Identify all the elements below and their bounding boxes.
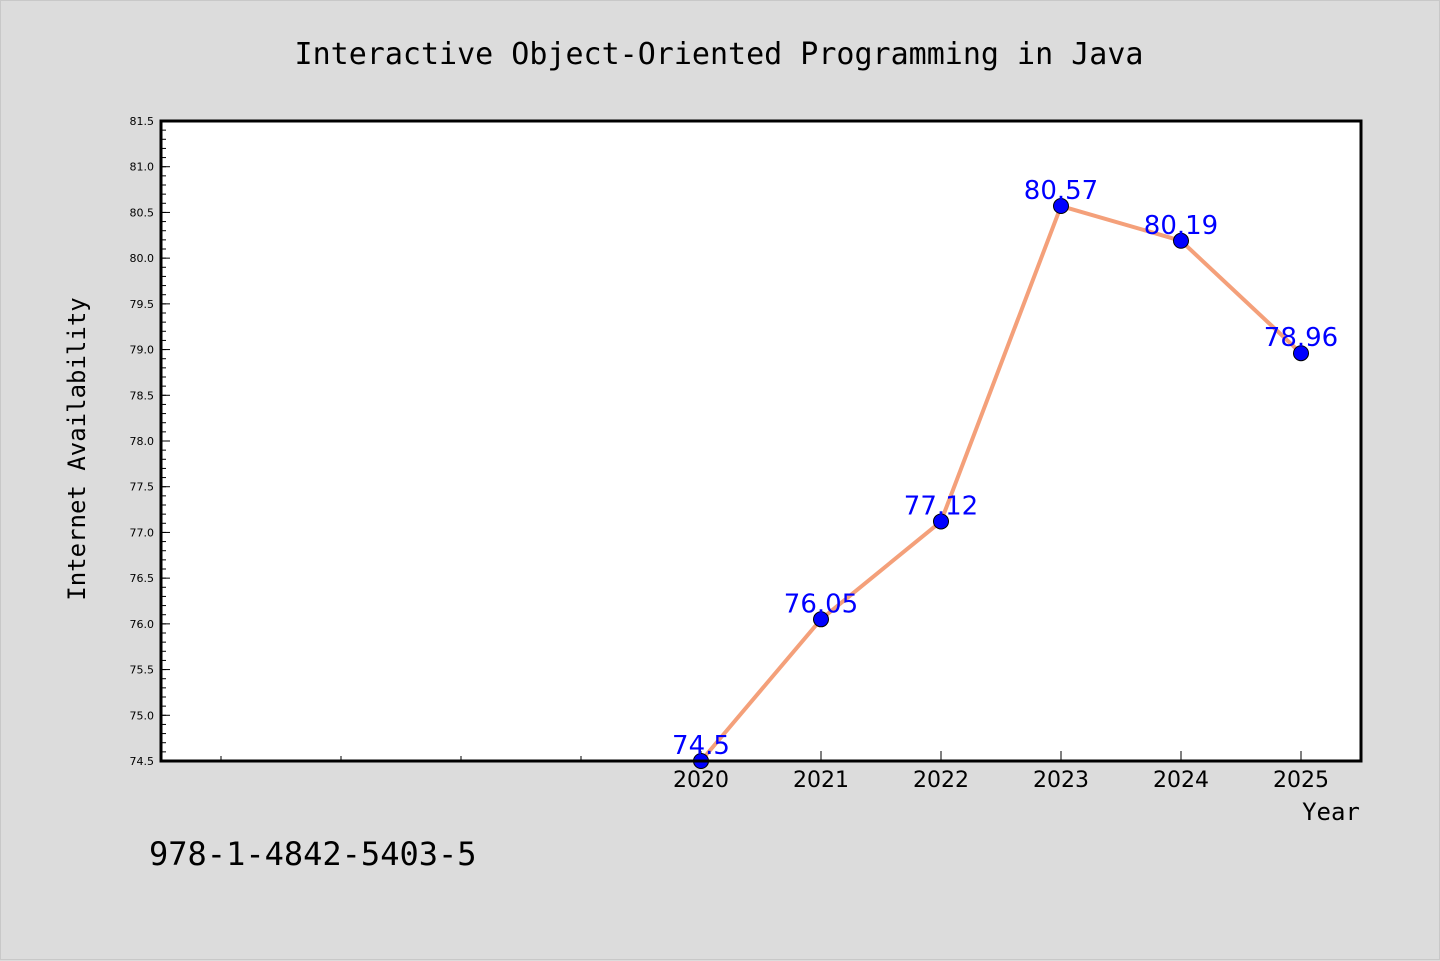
- data-label: 74.5: [672, 731, 730, 761]
- y-tick-label: 76.5: [130, 572, 155, 585]
- data-point: [813, 611, 829, 628]
- y-tick-label: 77.0: [130, 526, 155, 539]
- data-label: 77.12: [904, 491, 978, 521]
- y-tick-label: 75.5: [130, 664, 155, 677]
- x-axis-label: Year: [1302, 798, 1360, 826]
- data-label: 78.96: [1264, 323, 1338, 353]
- x-tick-label: 2025: [1273, 768, 1329, 793]
- data-label: 80.19: [1144, 211, 1218, 241]
- y-tick-label: 79.5: [130, 298, 155, 311]
- y-tick-label: 81.0: [130, 161, 155, 174]
- y-tick-label: 75.0: [130, 709, 155, 722]
- y-tick-label: 77.5: [130, 481, 155, 494]
- data-label: 76.05: [784, 589, 858, 619]
- footnote-text: 978-1-4842-5403-5: [149, 835, 477, 873]
- x-tick-label: 2022: [913, 768, 969, 793]
- chart-title: Interactive Object-Oriented Programming …: [295, 37, 1144, 72]
- data-point: [933, 513, 949, 530]
- y-axis-label: Internet Availability: [63, 297, 91, 600]
- y-tick-label: 74.5: [130, 755, 155, 768]
- plot-frame: [159, 119, 1363, 763]
- x-tick-label: 2024: [1153, 768, 1209, 793]
- data-point: [1173, 232, 1189, 249]
- x-tick-label: 2020: [673, 768, 729, 793]
- y-tick-label: 80.5: [130, 206, 155, 219]
- y-tick-label: 78.5: [130, 389, 155, 402]
- plot-area: 74.5 75.0 75.5 76.0 76.5 77.0 77.5 78.0 78.5 79.0…: [130, 115, 1363, 793]
- y-tick-label: 80.0: [130, 252, 155, 265]
- y-tick-label: 79.0: [130, 344, 155, 357]
- data-point: [1053, 198, 1069, 215]
- y-tick-label: 76.0: [130, 618, 155, 631]
- x-tick-label: 2023: [1033, 768, 1089, 793]
- x-tick-label: 2021: [793, 768, 849, 793]
- plot-background: [161, 121, 1361, 761]
- series-line: [699, 204, 1303, 763]
- y-tick-label: 81.5: [130, 115, 155, 128]
- data-point: [1293, 345, 1309, 362]
- data-label: 80.57: [1024, 176, 1098, 206]
- y-tick-label: 78.0: [130, 435, 155, 448]
